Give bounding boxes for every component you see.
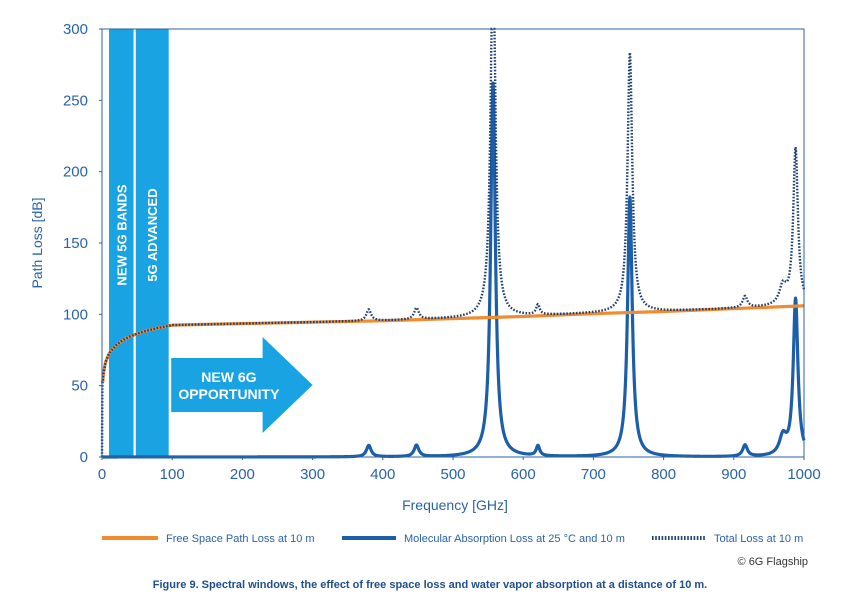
- arrow-label-line-0: NEW 6G: [201, 369, 256, 385]
- x-axis-label: Frequency [GHz]: [402, 497, 508, 513]
- x-tick-label: 1000: [787, 466, 820, 483]
- x-tick-label: 800: [651, 466, 676, 483]
- x-tick-label: 0: [98, 466, 106, 483]
- figure-caption: Figure 9. Spectral windows, the effect o…: [152, 579, 708, 591]
- y-tick-label: 200: [63, 164, 88, 181]
- band-annotations: NEW 5G BANDS 5G ADVANCED: [109, 29, 169, 457]
- x-tick-label: 300: [300, 466, 325, 483]
- y-tick-label: 100: [63, 306, 88, 323]
- band-0: [109, 29, 134, 457]
- y-tick-label: 300: [63, 21, 88, 38]
- arrow-label-line-1: OPPORTUNITY: [178, 386, 280, 402]
- x-tick-label: 700: [581, 466, 606, 483]
- arrow-6g-opportunity: [171, 337, 313, 433]
- y-axis-label: Path Loss [dB]: [29, 197, 45, 288]
- x-tick-label: 200: [230, 466, 255, 483]
- x-tick-label: 500: [440, 466, 465, 483]
- x-tick-label: 100: [160, 466, 185, 483]
- legend: Free Space Path Loss at 10 m Molecular Ab…: [102, 533, 803, 545]
- band-label-1: 5G ADVANCED: [145, 188, 160, 281]
- legend-label-2: Total Loss at 10 m: [714, 533, 803, 545]
- x-tick-label: 400: [370, 466, 395, 483]
- y-tick-label: 250: [63, 92, 88, 109]
- legend-label-1: Molecular Absorption Loss at 25 °C and 1…: [404, 533, 625, 545]
- y-tick-label: 50: [71, 378, 88, 395]
- y-tick-label: 0: [80, 449, 88, 466]
- series-total-loss: [100, 27, 806, 458]
- band-1: [135, 29, 169, 457]
- axes: 0 100 200 300 400 500 600 700 800 900 1000 0 50 100 15…: [63, 21, 821, 483]
- band-label-0: NEW 5G BANDS: [114, 184, 129, 285]
- x-tick-label: 600: [511, 466, 536, 483]
- legend-label-0: Free Space Path Loss at 10 m: [166, 533, 315, 545]
- credit-text: © 6G Flagship: [737, 556, 808, 568]
- y-tick-label: 150: [63, 235, 88, 252]
- x-tick-label: 900: [721, 466, 746, 483]
